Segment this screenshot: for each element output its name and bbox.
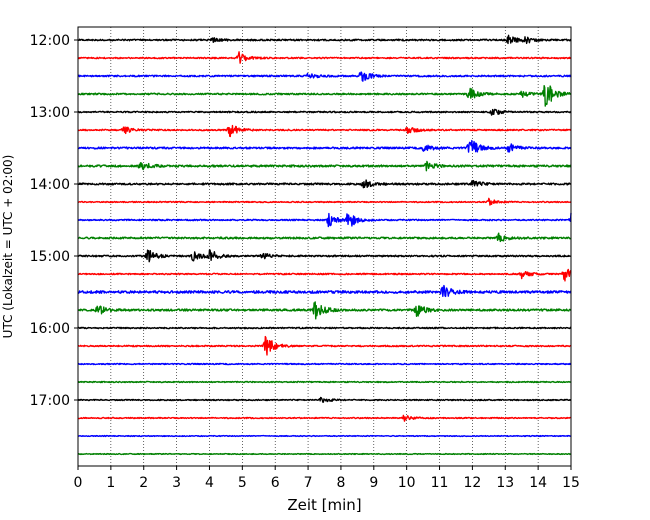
x-tick-label: 15 — [562, 475, 580, 491]
trace-1315 — [77, 124, 572, 138]
x-tick-label: 5 — [238, 475, 247, 491]
y-tick-label: 14:00 — [30, 177, 70, 193]
trace-1330 — [77, 139, 572, 153]
x-tick-label: 10 — [398, 475, 416, 491]
trace-1745 — [77, 452, 572, 456]
trace-1715 — [77, 414, 572, 422]
trace-1645 — [77, 380, 572, 384]
x-tick-label: 1 — [106, 475, 115, 491]
trace-1200 — [77, 34, 572, 45]
trace-lines — [77, 34, 572, 456]
trace-1400 — [77, 179, 572, 189]
x-tick-label: 6 — [271, 475, 280, 491]
y-tick-label: 13:00 — [30, 105, 70, 121]
trace-1730 — [77, 434, 572, 438]
trace-1345 — [77, 160, 572, 172]
x-axis-ticks: 0 1 2 3 4 5 6 7 8 9 10 11 12 13 14 15 — [74, 466, 580, 491]
trace-1245 — [77, 84, 572, 107]
x-tick-label: 11 — [431, 475, 449, 491]
x-axis-label: Zeit [min] — [287, 496, 361, 514]
trace-1445 — [77, 232, 572, 243]
trace-1430 — [77, 212, 572, 228]
trace-1515 — [77, 268, 572, 282]
x-tick-label: 3 — [172, 475, 181, 491]
x-tick-label: 2 — [139, 475, 148, 491]
y-tick-label: 15:00 — [30, 249, 70, 265]
y-axis-label: UTC (Lokalzeit = UTC + 02:00) — [1, 155, 15, 339]
x-tick-label: 4 — [205, 475, 214, 491]
trace-1500 — [77, 249, 572, 263]
plot-frame — [77, 26, 572, 467]
x-tick-label: 14 — [529, 475, 547, 491]
x-tick-label: 13 — [496, 475, 514, 491]
trace-1545 — [77, 301, 572, 320]
trace-1600 — [77, 326, 572, 330]
x-tick-label: 9 — [369, 475, 378, 491]
trace-1700 — [77, 396, 572, 403]
trace-1215 — [77, 51, 572, 64]
y-tick-label: 17:00 — [30, 393, 70, 409]
trace-1615 — [77, 335, 572, 356]
trace-1300 — [77, 108, 572, 116]
x-tick-label: 0 — [74, 475, 83, 491]
x-tick-label: 12 — [463, 475, 481, 491]
y-axis-ticks: 12:00 13:00 14:00 15:00 16:00 17:00 — [30, 33, 78, 409]
x-tick-label: 8 — [336, 475, 345, 491]
grid-lines — [110, 27, 539, 466]
trace-1630 — [77, 362, 572, 366]
trace-1530 — [77, 284, 572, 298]
x-tick-label: 7 — [304, 475, 313, 491]
trace-1230 — [77, 71, 572, 82]
y-tick-label: 16:00 — [30, 321, 70, 337]
trace-1415 — [77, 197, 572, 206]
y-tick-label: 12:00 — [30, 33, 70, 49]
